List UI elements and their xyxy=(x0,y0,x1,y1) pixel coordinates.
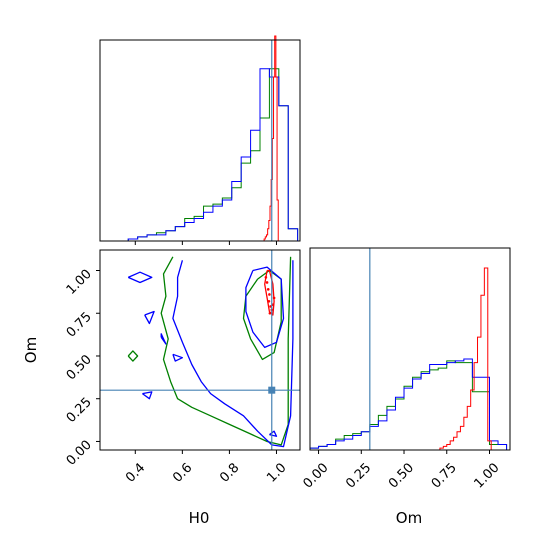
sample-point-2 xyxy=(266,288,270,291)
scatter-ytick-label-3: 0.75 xyxy=(64,309,95,340)
sample-point-3 xyxy=(268,293,271,296)
om-xtick-label-1: 0.25 xyxy=(343,460,374,491)
om-vs-h0-contour-panel: 0.4 0.6 0.8 1.0 0.00 0.25 0.50 0.75 1.00 xyxy=(64,249,301,486)
truth-marker xyxy=(268,386,276,394)
h0-hist-green xyxy=(100,68,299,242)
scatter-ytick-label-4: 1.00 xyxy=(64,267,95,298)
contour-4 xyxy=(127,271,153,284)
sample-point-0 xyxy=(264,276,268,279)
sample-point-7 xyxy=(268,311,272,315)
contour-2 xyxy=(172,260,294,448)
om-xtick-label-3: 0.75 xyxy=(429,460,460,491)
scatter-frame xyxy=(99,249,301,451)
contour-8 xyxy=(142,391,153,400)
h0-hist-frame xyxy=(99,39,301,242)
om-hist-blue xyxy=(309,358,508,450)
om-hist-green xyxy=(309,360,508,450)
scatter-xtick-label-3: 1.0 xyxy=(264,460,289,485)
contour-10 xyxy=(127,350,139,362)
h0-hist-blue xyxy=(100,68,299,242)
contour-1 xyxy=(242,269,282,361)
contour-0 xyxy=(160,256,292,446)
scatter-ytick-label-2: 0.50 xyxy=(64,352,95,383)
scatter-plot-area xyxy=(100,250,300,450)
om-xtick-label-0: 0.00 xyxy=(301,460,332,491)
om-xtick-label-2: 0.50 xyxy=(386,460,417,491)
om-hist-frame xyxy=(309,247,511,451)
sample-point-9 xyxy=(272,296,276,300)
contour-6 xyxy=(160,333,167,345)
x-axis-label-om: Om xyxy=(396,509,422,527)
sample-point-1 xyxy=(265,281,269,284)
scatter-ytick-label-1: 0.25 xyxy=(64,395,95,426)
h0-histogram-panel xyxy=(99,35,301,245)
contour-9 xyxy=(269,430,278,437)
contour-7 xyxy=(172,353,184,362)
contour-11 xyxy=(264,269,275,316)
om-hist-red xyxy=(439,267,492,450)
om-histogram-panel: 0.00 0.25 0.50 0.75 1.00 xyxy=(301,247,511,492)
scatter-xtick-label-2: 0.8 xyxy=(217,460,242,485)
scatter-xtick-label-1: 0.6 xyxy=(170,460,195,485)
scatter-ytick-label-0: 0.00 xyxy=(64,438,95,469)
scatter-xtick-label-0: 0.4 xyxy=(123,460,148,485)
contour-5 xyxy=(144,310,155,325)
contour-3 xyxy=(245,266,285,349)
y-axis-label-om: Om xyxy=(22,337,40,363)
om-xtick-label-4: 1.00 xyxy=(471,460,502,491)
x-axis-label-h0: H0 xyxy=(189,509,210,527)
sample-point-4 xyxy=(267,299,271,303)
